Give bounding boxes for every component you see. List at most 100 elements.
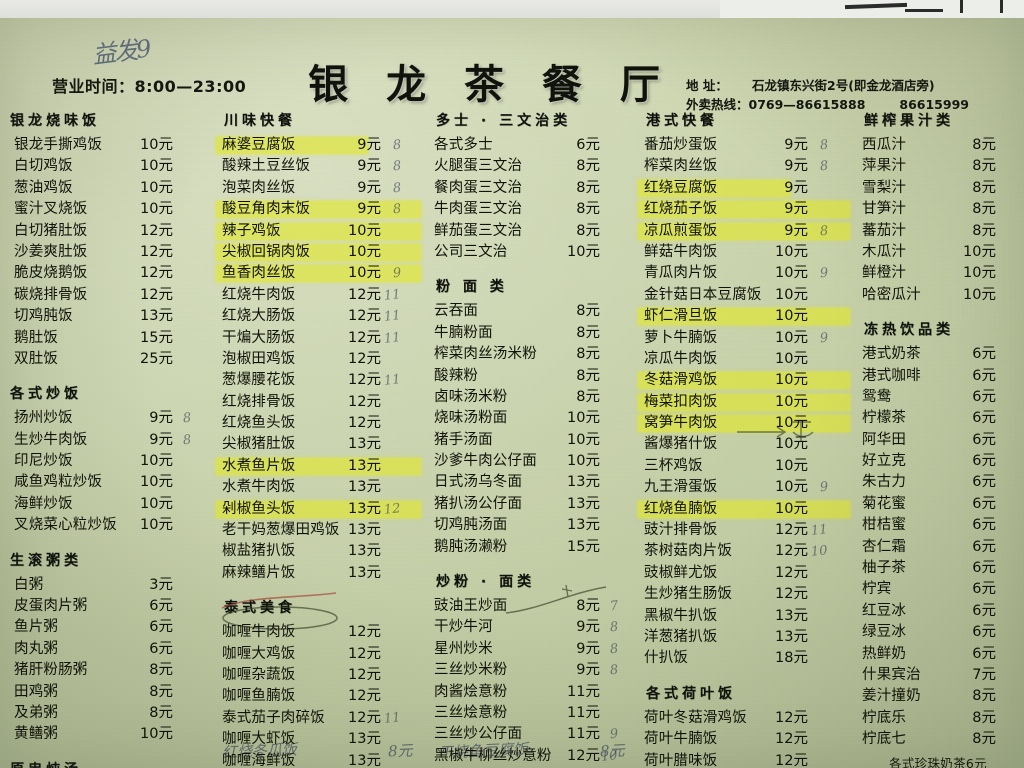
menu-item-price: 25元	[140, 350, 173, 367]
menu-item-price: 9元	[149, 410, 173, 427]
menu-item-name: 荷叶冬菇滑鸡饭	[644, 709, 747, 726]
menu-item-row: 梅菜扣肉饭 10元	[638, 392, 852, 413]
menu-item-row: 鹅肚饭 15元	[10, 328, 215, 349]
menu-item-name: 沙爹牛肉公仔面	[434, 453, 537, 470]
hotline-value: 0769—86615888	[748, 97, 866, 113]
menu-item-name: 萝卜牛腩饭	[644, 329, 718, 346]
menu-item-row: 黑椒牛柳丝炒意粉 12元 10	[430, 746, 636, 767]
column-1: 银龙烧味饭 银龙手撕鸡饭 10元 白切鸡饭 10元 葱油鸡饭 10元 蜜汁叉烧饭 10元 白切猪肚…	[10, 110, 215, 768]
handwritten-price-correction: 11	[383, 308, 402, 325]
menu-section: 各式荷叶饭荷叶冬菇滑鸡饭12元荷叶牛腩饭12元荷叶腊味饭12元荷叶田鸡（黄鳝）饭…	[640, 683, 852, 768]
menu-item-price: 8元	[149, 662, 173, 679]
menu-item-name: 椒盐猪扒饭	[222, 543, 296, 560]
menu-item-price: 6元	[149, 598, 173, 615]
menu-item-price: 10元	[775, 500, 808, 517]
menu-item-name: 尖椒猪肚饭	[222, 436, 296, 453]
menu-item-name: 番茄炒蛋饭	[644, 137, 718, 153]
menu-item-row: 干煸大肠饭 12元 11	[218, 328, 423, 349]
menu-item-name: 猪扒汤公仔面	[434, 495, 523, 512]
menu-item-name: 青瓜肉片饭	[644, 265, 718, 282]
handwritten-price-correction: 10	[600, 747, 619, 765]
menu-item-name: 麻婆豆腐饭	[222, 137, 296, 153]
menu-item-row: 甘笋汁 8元	[858, 199, 1018, 220]
menu-item-price: 12元	[348, 308, 381, 325]
menu-item-row: 柠底乐 8元	[858, 708, 1018, 729]
menu-item-name: 黑椒牛柳丝炒意粉	[434, 747, 552, 764]
menu-item-row: 雪梨汁 8元	[858, 178, 1018, 199]
menu-item-name: 萍果汁	[862, 158, 907, 175]
menu-item-name: 柠底乐	[862, 709, 907, 726]
menu-item-price: 12元	[348, 372, 381, 389]
menu-item-row: 姜汁撞奶 8元	[858, 686, 1018, 707]
menu-item-name: 豉油王炒面	[434, 598, 508, 615]
menu-section: 生滚粥类 白粥 3元 皮蛋肉片粥 6元 鱼片粥 6元 肉丸粥 6元 猪肝粉肠粥 8元 田鸡粥 8元 及弟粥…	[10, 550, 215, 746]
menu-item-row: 红烧大肠饭 12元 11	[218, 306, 423, 327]
menu-item-row: 榨菜肉丝汤米粉 8元	[430, 344, 636, 365]
menu-item-price: 10元	[567, 243, 600, 260]
menu-item-name: 杏仁霜	[862, 538, 907, 555]
menu-item-name: 餐肉蛋三文治	[434, 179, 523, 196]
menu-item-name: 茶树菇肉片饭	[644, 543, 733, 560]
menu-item-name: 九王滑蛋饭	[644, 479, 718, 496]
menu-item-row: 各式多士 6元	[430, 135, 636, 156]
menu-item-row: 黄鳝粥 10元	[10, 724, 215, 745]
menu-item-price: 13元	[775, 607, 808, 624]
menu-item-price: 10元	[140, 474, 173, 491]
menu-item-row: 三杯鸡饭 10元	[640, 456, 852, 477]
menu-item-row: 火腿蛋三文治 8元	[430, 156, 636, 177]
handwritten-price-correction: 10	[810, 543, 829, 561]
menu-item-name: 鲜菇牛肉饭	[644, 243, 718, 260]
hotline-label: 外卖热线：	[686, 97, 749, 113]
menu-item-price: 12元	[348, 329, 381, 346]
menu-item-price: 15元	[140, 329, 173, 346]
menu-item-name: 干煸大肠饭	[222, 329, 296, 346]
menu-item-name: 火腿蛋三文治	[434, 158, 523, 175]
handwritten-price-correction: 8	[391, 137, 402, 154]
menu-item-name: 牛肉蛋三文治	[434, 201, 523, 218]
menu-item-name: 冬菇滑鸡饭	[644, 372, 718, 389]
menu-item-name: 切鸡肫汤面	[434, 517, 508, 534]
menu-item-price: 6元	[972, 474, 996, 491]
menu-item-row: 红绕豆腐饭 9元	[638, 178, 852, 199]
menu-item-name: 三杯鸡饭	[644, 457, 703, 474]
column-4: 港式快餐 番茄炒蛋饭 9元 8 榨菜肉丝饭 9元 8 红绕豆腐饭 9元 红烧茄子饭 9元 凉瓜煎蛋饭 9…	[638, 110, 852, 768]
handwritten-price-correction: 7	[608, 598, 619, 615]
menu-item-price: 8元	[576, 324, 600, 341]
menu-item-price: 10元	[775, 415, 808, 432]
menu-item-row: 柑桔蜜 6元	[858, 515, 1018, 536]
menu-item-price: 10元	[567, 410, 600, 427]
menu-item-row: 餐肉蛋三文治 8元	[430, 178, 636, 199]
menu-item-name: 窝笋牛肉饭	[644, 415, 718, 432]
menu-item-price: 9元	[576, 662, 600, 679]
menu-item-price: 8元	[972, 731, 996, 748]
menu-item-name: 木瓜汁	[862, 243, 907, 260]
menu-item-name: 豉椒鲜尤饭	[644, 564, 718, 581]
menu-item-name: 蕃茄汁	[862, 222, 907, 239]
menu-item-price: 10元	[775, 329, 808, 346]
menu-item-price: 12元	[348, 645, 381, 662]
menu-item-price: 12元	[348, 393, 381, 410]
menu-item-row: 云吞面 8元	[430, 301, 636, 322]
menu-item-row: 三丝炒公仔面 11元 9	[430, 724, 636, 745]
dark-smudge-3	[960, 0, 963, 13]
menu-item-price: 7元	[972, 666, 996, 683]
menu-item-price: 12元	[775, 543, 808, 560]
menu-item-name: 虾仁滑旦饭	[644, 308, 718, 325]
menu-item-row: 沙爹牛肉公仔面 10元	[430, 451, 636, 472]
menu-item-name: 荷叶腊味饭	[644, 752, 718, 768]
menu-item-price: 12元	[348, 415, 381, 432]
menu-item-name: 印尼炒饭	[14, 453, 73, 470]
menu-item-name: 白粥	[14, 576, 44, 593]
menu-item-row: 白粥 3元	[10, 575, 215, 596]
menu-item-price: 6元	[972, 388, 996, 405]
handwritten-price-correction: 12	[383, 500, 402, 518]
menu-section: 港式快餐 番茄炒蛋饭 9元 8 榨菜肉丝饭 9元 8 红绕豆腐饭 9元 红烧茄子饭 9元 凉瓜煎蛋饭 9…	[638, 110, 852, 670]
menu-item-row: 星州炒米 9元 8	[430, 639, 636, 660]
menu-item-name: 田鸡粥	[14, 683, 59, 700]
menu-item-price: 9元	[576, 640, 600, 657]
menu-item-name: 咖喱大虾饭	[222, 731, 296, 748]
handwritten-price-correction: 8	[608, 641, 619, 658]
menu-item-row: 泡椒田鸡饭 12元	[218, 349, 423, 370]
menu-item-name: 日式汤乌冬面	[434, 474, 523, 491]
handwriting-top-left: 益发9	[90, 34, 152, 70]
